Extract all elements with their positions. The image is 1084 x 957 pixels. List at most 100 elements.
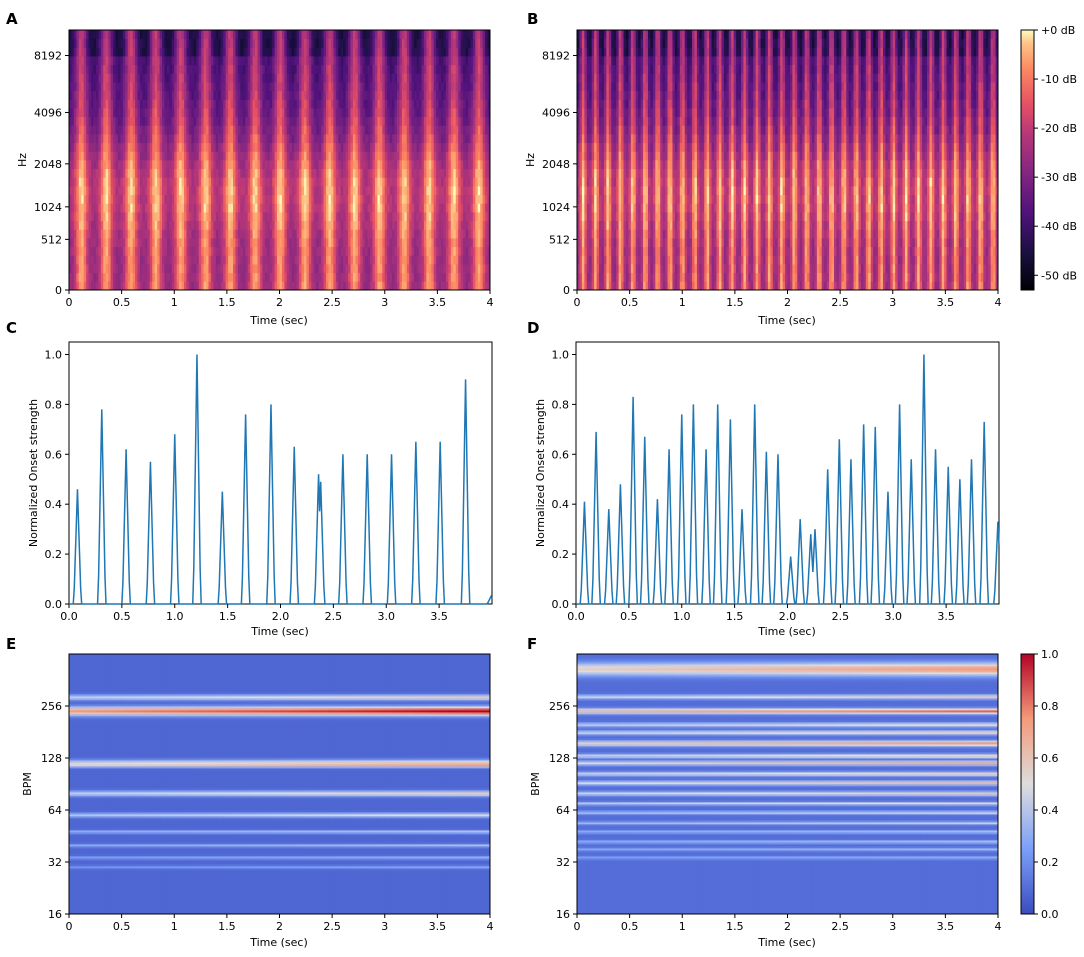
spectrogram-cell: [311, 168, 315, 178]
spectrogram-cell: [377, 168, 381, 178]
spectrogram-cell: [348, 255, 351, 265]
spectrogram-cell: [370, 64, 373, 74]
spectrogram-cell: [159, 142, 163, 152]
spectrogram-cell: [377, 203, 381, 213]
spectrogram-cell: [147, 246, 151, 256]
spectrogram-cell: [235, 186, 239, 196]
spectrogram-cell: [409, 90, 413, 100]
spectrogram-cell: [467, 203, 471, 213]
spectrogram-cell: [389, 246, 393, 256]
spectrogram-cell: [421, 73, 425, 83]
spectrogram-cell: [448, 99, 452, 109]
spectrogram-cell: [328, 82, 332, 92]
spectrogram-cell: [433, 90, 437, 100]
spectrogram-cell: [191, 194, 195, 204]
spectrogram-cell: [455, 203, 459, 213]
spectrogram-cell: [338, 220, 342, 230]
spectrogram-cell: [365, 238, 369, 248]
spectrogram-cell: [448, 281, 452, 291]
spectrogram-cell: [458, 64, 462, 74]
spectrogram-cell: [169, 38, 173, 48]
spectrogram-cell: [115, 116, 119, 126]
spectrogram-cell: [162, 272, 165, 282]
spectrogram-cell: [475, 281, 479, 291]
spectrogram-cell: [416, 246, 420, 256]
spectrogram-cell: [78, 212, 82, 222]
spectrogram-cell: [223, 203, 227, 213]
spectrogram-cell: [162, 108, 165, 118]
spectrogram-cell: [242, 281, 246, 291]
spectrogram-cell: [467, 238, 471, 248]
spectrogram-cell: [303, 151, 307, 161]
spectrogram-cell: [436, 255, 439, 265]
spectrogram-cell: [252, 82, 256, 92]
spectrogram-cell: [387, 186, 391, 196]
spectrogram-cell: [135, 151, 138, 161]
spectrogram-cell: [179, 142, 182, 152]
spectrogram-cell: [453, 47, 457, 57]
spectrogram-cell: [286, 142, 290, 152]
spectrogram-cell: [330, 177, 334, 187]
spectrogram-cell: [235, 64, 239, 74]
spectrogram-cell: [316, 82, 320, 92]
spectrogram-cell: [81, 30, 85, 40]
panel-letter-f: F: [527, 635, 537, 653]
spectrogram-cell: [433, 64, 437, 74]
spectrogram-cell: [196, 177, 200, 187]
spectrogram-cell: [193, 281, 197, 291]
spectrogram-cell: [367, 64, 371, 74]
spectrogram-cell: [387, 194, 391, 204]
spectrogram-cell: [144, 255, 148, 265]
spectrogram-cell: [220, 238, 224, 248]
spectrogram-cell: [203, 142, 207, 152]
spectrogram-cell: [259, 134, 263, 144]
spectrogram-cell: [467, 108, 471, 118]
spectrogram-cell: [438, 255, 442, 265]
spectrogram-cell: [228, 30, 231, 40]
spectrogram-cell: [377, 151, 381, 161]
spectrogram-cell: [206, 203, 209, 213]
spectrogram-cell: [188, 142, 192, 152]
spectrogram-cell: [348, 73, 351, 83]
spectrogram-cell: [411, 194, 415, 204]
spectrogram-cell: [311, 56, 315, 66]
spectrogram-cell: [423, 90, 427, 100]
spectrogram-cell: [164, 82, 168, 92]
spectrogram-cell: [289, 220, 293, 230]
spectrogram-cell: [450, 90, 454, 100]
spectrogram-cell: [196, 168, 200, 178]
spectrogram-cell: [433, 272, 437, 282]
spectrogram-cell: [162, 281, 165, 291]
spectrogram-cell: [411, 220, 415, 230]
spectrogram-cell: [409, 272, 413, 282]
spectrogram-cell: [250, 134, 253, 144]
spectrogram-cell: [115, 151, 119, 161]
spectrogram-cell: [377, 125, 381, 135]
spectrogram-cell: [152, 255, 156, 265]
spectrogram-cell: [184, 38, 187, 48]
spectrogram-cell: [321, 264, 324, 274]
spectrogram-cell: [147, 47, 151, 57]
spectrogram-cell: [88, 134, 92, 144]
spectrogram-cell: [120, 255, 124, 265]
spectrogram-cell: [365, 47, 369, 57]
spectrogram-cell: [426, 255, 430, 265]
spectrogram-cell: [235, 108, 239, 118]
spectrogram-cell: [362, 255, 366, 265]
spectrogram-cell: [154, 90, 158, 100]
spectrogram-cell: [267, 186, 271, 196]
spectrogram-cell: [428, 160, 432, 170]
spectrogram-cell: [465, 186, 469, 196]
spectrogram-cell: [467, 90, 471, 100]
spectrogram-cell: [370, 281, 373, 291]
spectrogram-cell: [465, 212, 469, 222]
spectrogram-cell: [176, 264, 180, 274]
spectrogram-cell: [198, 212, 202, 222]
spectrogram-cell: [103, 168, 107, 178]
spectrogram-cell: [277, 168, 280, 178]
spectrogram-cell: [162, 142, 165, 152]
spectrogram-cell: [433, 160, 437, 170]
spectrogram-cell: [387, 47, 391, 57]
spectrogram-cell: [105, 281, 109, 291]
